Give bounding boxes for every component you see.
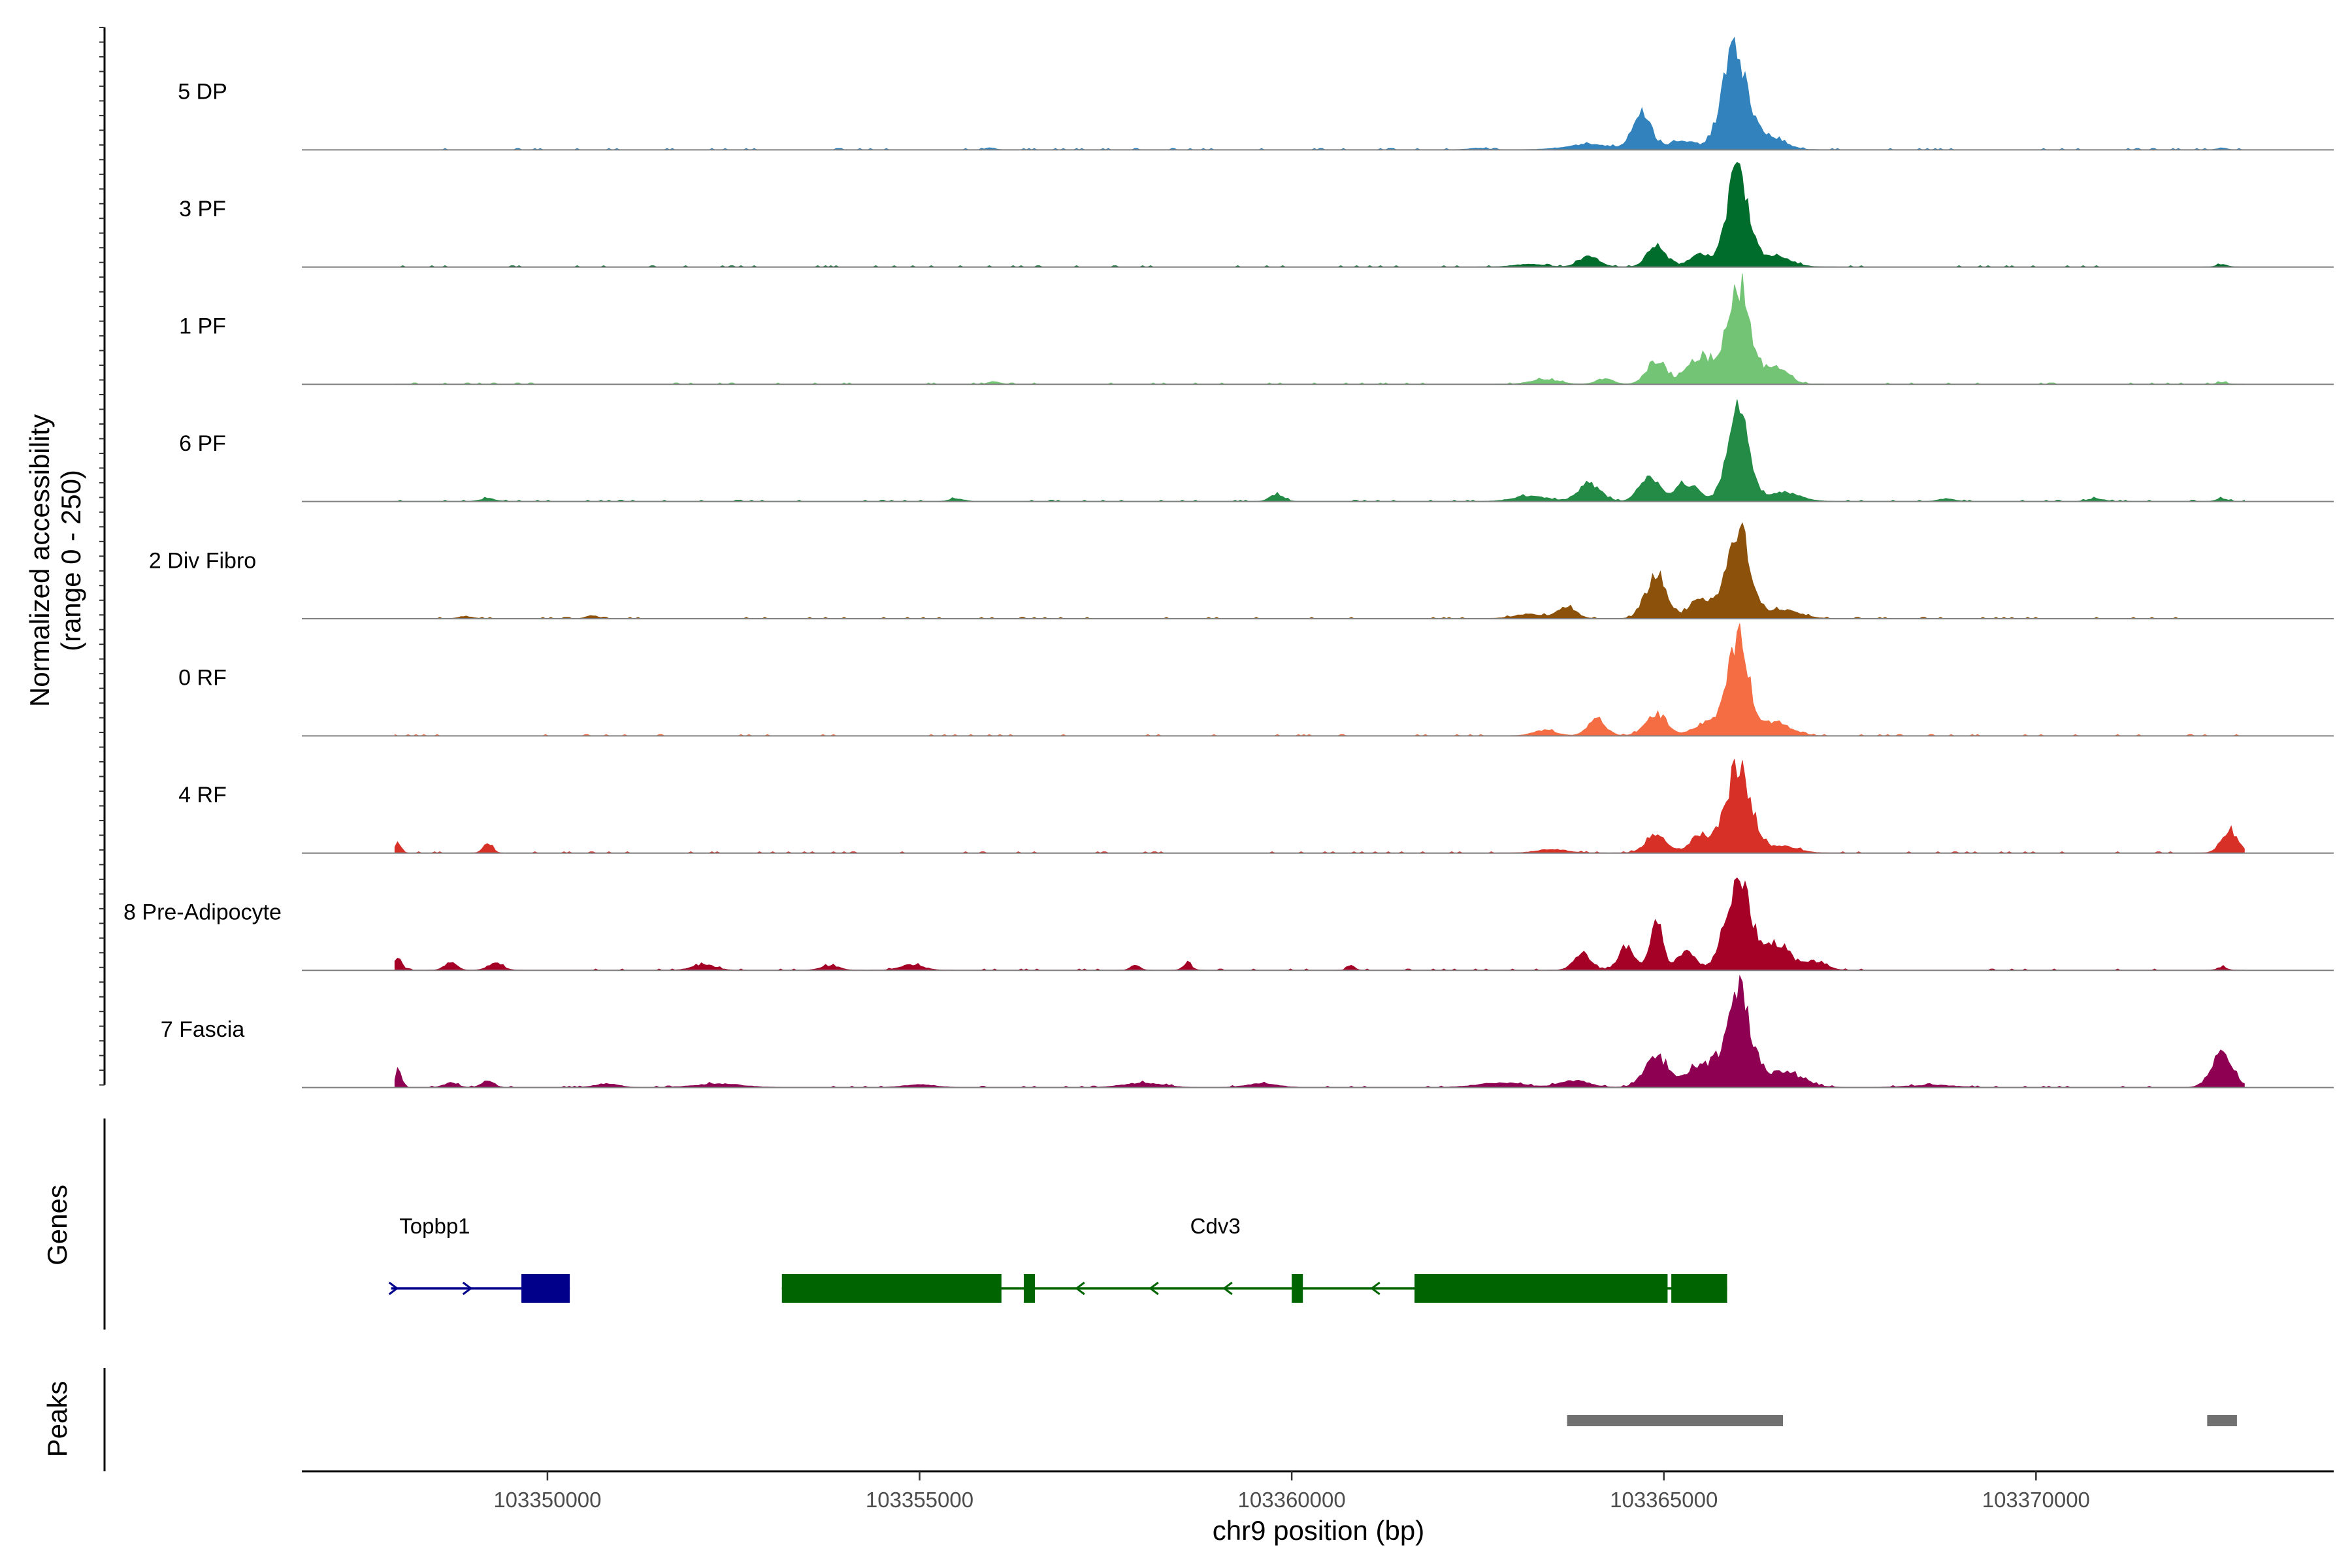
track-label: 3 PF bbox=[179, 197, 226, 221]
gene-exon bbox=[1024, 1274, 1036, 1303]
strand-arrow bbox=[1222, 1281, 1233, 1296]
track-label: 7 Fascia bbox=[161, 1017, 245, 1042]
track-6-pf: 6 PF bbox=[179, 399, 2334, 502]
track-1-pf: 1 PF bbox=[179, 273, 2334, 385]
gene-exon bbox=[1292, 1274, 1303, 1303]
x-tick-label: 103370000 bbox=[1982, 1488, 2090, 1512]
track-label: 5 DP bbox=[178, 80, 227, 105]
peaks-panel-title: Peaks bbox=[42, 1381, 73, 1458]
genes-panel-title: Genes bbox=[42, 1184, 73, 1266]
track-5-dp: 5 DP bbox=[178, 36, 2334, 151]
track-label: 0 RF bbox=[178, 666, 227, 691]
x-tick-label: 103350000 bbox=[493, 1488, 601, 1512]
x-tick-label: 103360000 bbox=[1238, 1488, 1346, 1512]
x-axis-title: chr9 position (bp) bbox=[1213, 1515, 1425, 1546]
y-axis-title-line2: (range 0 - 250) bbox=[56, 470, 86, 651]
track-3-pf: 3 PF bbox=[179, 161, 2334, 268]
track-label: 8 Pre-Adipocyte bbox=[123, 900, 282, 925]
x-tick-label: 103365000 bbox=[1610, 1488, 1718, 1512]
y-axis-title-line1: Normalized accessibility bbox=[24, 414, 55, 707]
track-0-rf: 0 RF bbox=[178, 623, 2334, 737]
track-label: 2 Div Fibro bbox=[149, 548, 256, 573]
genes-layer: Topbp1 Cdv3 bbox=[388, 1214, 1727, 1303]
track-2-div-fibro: 2 Div Fibro bbox=[149, 522, 2334, 619]
x-tick-label: 103355000 bbox=[866, 1488, 973, 1512]
tracks-layer: 5 DP 3 PF 1 PF 6 PF 2 Div Fibro 0 RF 4 RF 8 Pre… bbox=[123, 36, 2334, 1088]
strand-arrow bbox=[388, 1281, 399, 1296]
track-7-fascia: 7 Fascia bbox=[161, 974, 2334, 1088]
peaks-layer bbox=[1567, 1415, 2237, 1426]
strand-arrow bbox=[1075, 1281, 1085, 1296]
peak-region bbox=[2207, 1415, 2237, 1426]
track-4-rf: 4 RF bbox=[178, 759, 2334, 854]
gene-exon bbox=[1671, 1274, 1727, 1303]
gene-cdv3: Cdv3 bbox=[781, 1214, 1727, 1303]
track-label: 1 PF bbox=[179, 314, 226, 339]
track-8-pre-adipocyte: 8 Pre-Adipocyte bbox=[123, 877, 2334, 972]
strand-arrow bbox=[1370, 1281, 1380, 1296]
axes-layer: 103350000 103355000 103360000 103365000 1033… bbox=[99, 27, 2334, 1512]
gene-exon bbox=[1414, 1274, 1668, 1303]
gene-name-label: Topbp1 bbox=[399, 1214, 470, 1238]
gene-exon bbox=[781, 1274, 1002, 1303]
peak-region bbox=[1567, 1415, 1783, 1426]
gene-exon bbox=[521, 1274, 570, 1303]
gene-topbp1: Topbp1 bbox=[388, 1214, 570, 1303]
strand-arrow bbox=[1149, 1281, 1159, 1296]
gene-name-label: Cdv3 bbox=[1190, 1214, 1241, 1238]
track-label: 6 PF bbox=[179, 431, 226, 456]
track-label: 4 RF bbox=[178, 783, 227, 808]
strand-arrow bbox=[462, 1281, 473, 1296]
